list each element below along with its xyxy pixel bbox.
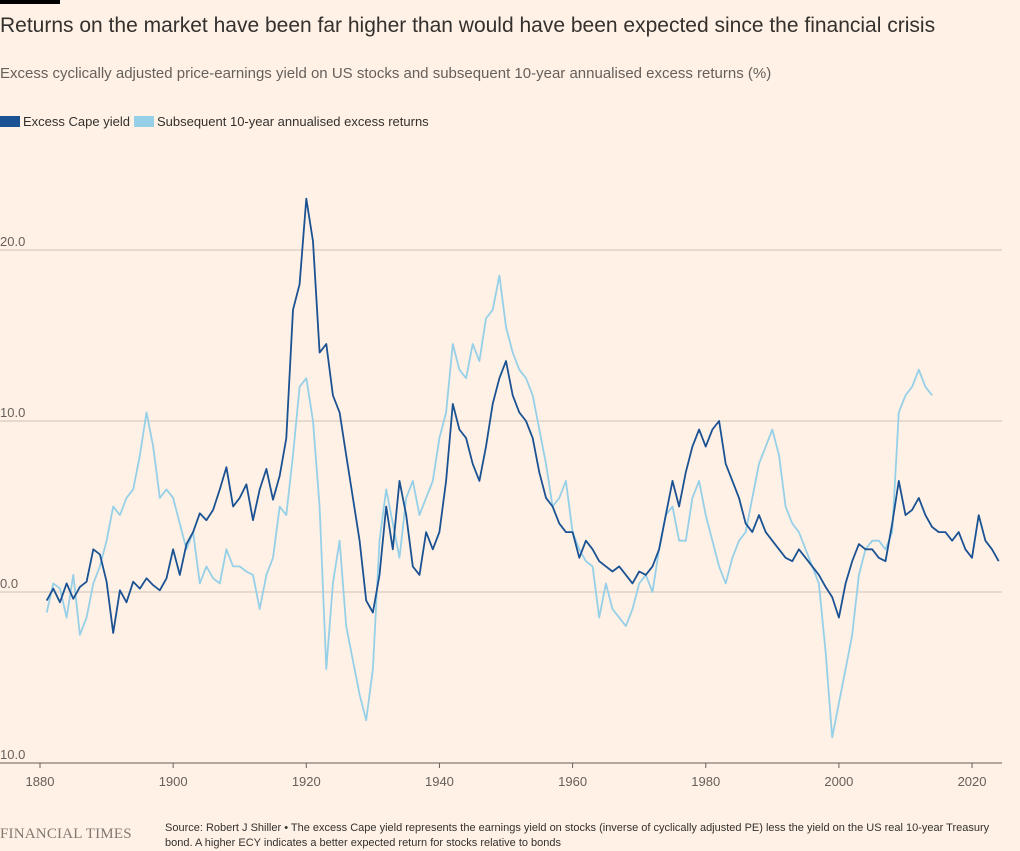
series-line-subsequent-returns bbox=[45, 274, 933, 739]
x-tick-label: 1920 bbox=[292, 774, 321, 789]
legend-label-subsequent-returns: Subsequent 10-year annualised excess ret… bbox=[156, 114, 429, 129]
x-tick-label: 1960 bbox=[558, 774, 587, 789]
series-line-excess-cape-yield bbox=[45, 197, 1000, 634]
x-tick-label: 1880 bbox=[26, 774, 55, 789]
y-tick-label: 10.0 bbox=[0, 747, 25, 762]
y-tick-label: 0.0 bbox=[0, 576, 18, 591]
y-tick-label: 20.0 bbox=[0, 234, 25, 249]
legend-swatch-excess-cape-yield bbox=[0, 116, 20, 127]
y-tick-label: 10.0 bbox=[0, 405, 25, 420]
x-tick-label: 2000 bbox=[824, 774, 853, 789]
legend-label-excess-cape-yield: Excess Cape yield bbox=[23, 114, 130, 129]
chart-subtitle: Excess cyclically adjusted price-earning… bbox=[0, 65, 772, 82]
x-tick-label: 1980 bbox=[691, 774, 720, 789]
x-tick-label: 1940 bbox=[425, 774, 454, 789]
ft-logo: FINANCIAL TIMES bbox=[0, 826, 132, 842]
x-tick-label: 1900 bbox=[159, 774, 188, 789]
x-tick-label: 2020 bbox=[958, 774, 987, 789]
source-note: Source: Robert J Shiller • The excess Ca… bbox=[165, 822, 990, 849]
legend-item-subsequent-returns: Subsequent 10-year annualised excess ret… bbox=[133, 114, 429, 129]
chart-title: Returns on the market have been far high… bbox=[0, 14, 936, 37]
chart-legend: Excess Cape yield Subsequent 10-year ann… bbox=[0, 114, 433, 129]
legend-swatch-subsequent-returns bbox=[133, 116, 154, 127]
brand-topbar bbox=[0, 0, 60, 4]
legend-item-excess-cape-yield: Excess Cape yield bbox=[0, 114, 130, 129]
